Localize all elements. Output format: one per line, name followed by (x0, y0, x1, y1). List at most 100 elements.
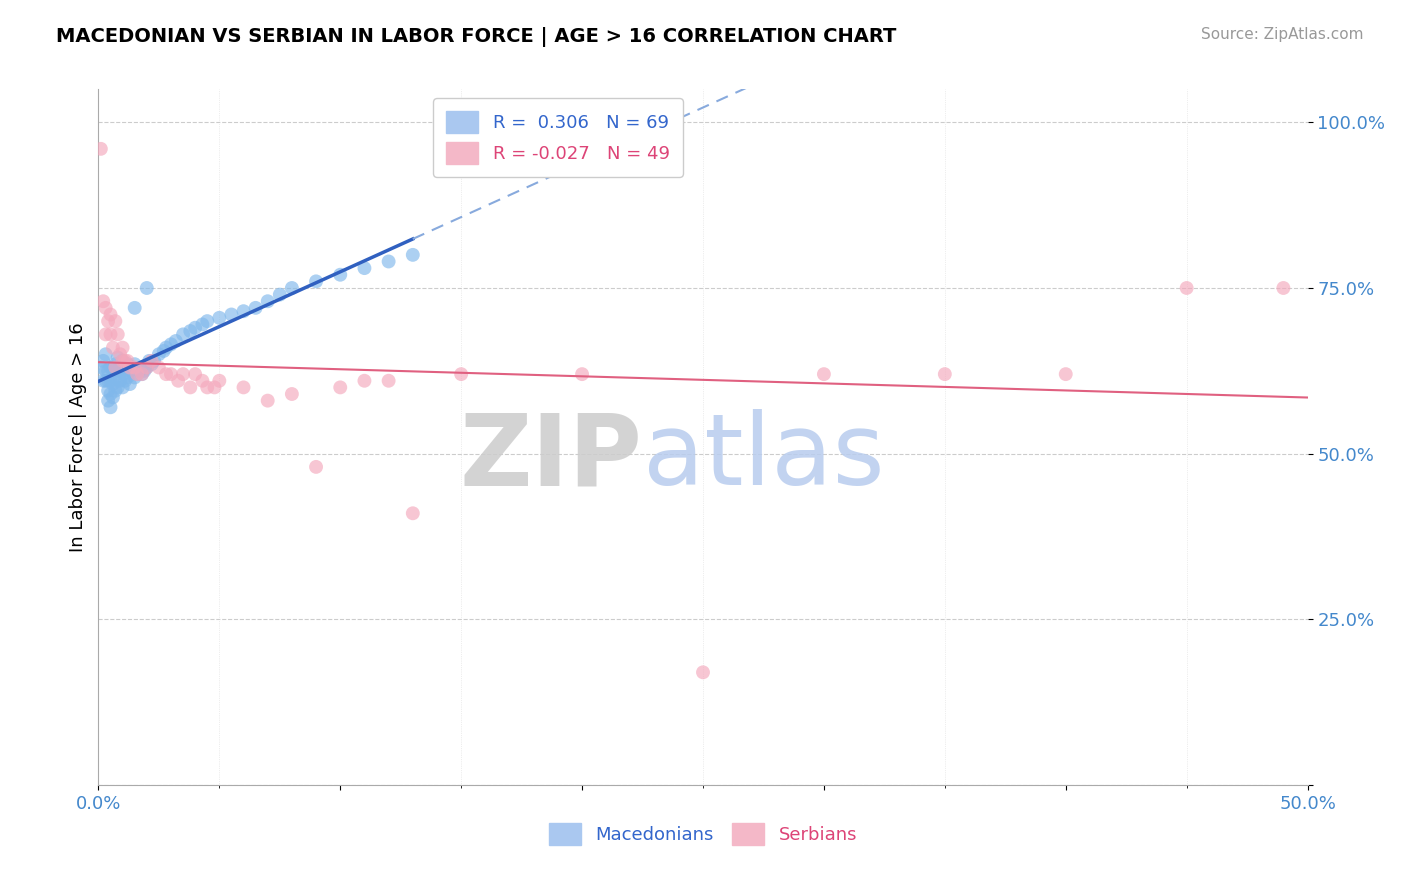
Point (305, 274, 328, 288)
Point (117, 354, 139, 368)
Point (121, 360, 143, 375)
Point (100, 360, 122, 375)
Point (281, 387, 304, 401)
Point (124, 357, 146, 371)
Point (232, 304, 254, 318)
Point (245, 301, 267, 315)
Point (104, 314, 127, 328)
Text: MACEDONIAN VS SERBIAN IN LABOR FORCE | AGE > 16 CORRELATION CHART: MACEDONIAN VS SERBIAN IN LABOR FORCE | A… (56, 27, 897, 46)
Point (813, 367, 835, 381)
Point (184, 367, 207, 381)
Point (269, 287, 291, 301)
Point (97, 314, 120, 328)
Point (108, 360, 131, 375)
Point (329, 268, 352, 282)
Point (135, 360, 157, 375)
Point (571, 367, 593, 381)
Point (114, 360, 136, 375)
Point (94, 327, 117, 342)
Point (377, 254, 399, 268)
Point (91, 294, 114, 309)
Point (94, 301, 117, 315)
Point (114, 354, 136, 368)
Point (377, 374, 399, 388)
Point (134, 364, 156, 378)
Point (111, 380, 134, 394)
Point (124, 360, 146, 375)
Point (195, 380, 218, 394)
Point (1175, 281, 1198, 295)
Point (155, 367, 177, 381)
Point (329, 380, 352, 394)
Point (97, 393, 120, 408)
Point (124, 370, 146, 384)
Point (353, 374, 375, 388)
Point (100, 387, 122, 401)
Point (131, 367, 153, 381)
Point (111, 354, 134, 368)
Y-axis label: In Labor Force | Age > 16: In Labor Force | Age > 16 (69, 322, 87, 552)
Point (305, 459, 328, 474)
Point (172, 367, 194, 381)
Point (101, 364, 124, 378)
Text: ZIP: ZIP (460, 409, 643, 507)
Point (117, 357, 139, 371)
Point (104, 384, 127, 398)
Point (204, 380, 226, 394)
Point (101, 341, 124, 355)
Point (128, 364, 150, 378)
Point (100, 374, 122, 388)
Text: atlas: atlas (643, 409, 884, 507)
Point (208, 310, 231, 325)
Point (104, 357, 127, 371)
Legend: Macedonians, Serbians: Macedonians, Serbians (541, 816, 865, 853)
Point (1054, 367, 1077, 381)
Point (104, 360, 127, 375)
Point (131, 367, 153, 381)
Point (191, 318, 214, 332)
Point (165, 334, 187, 348)
Point (195, 314, 218, 328)
Point (934, 367, 956, 381)
Point (107, 364, 129, 378)
Point (94, 374, 117, 388)
Point (353, 261, 375, 276)
Point (91, 354, 114, 368)
Point (402, 506, 425, 520)
Point (141, 354, 163, 368)
Point (114, 374, 136, 388)
Point (124, 301, 146, 315)
Point (91, 374, 114, 388)
Point (100, 327, 122, 342)
Point (111, 354, 134, 368)
Point (141, 357, 163, 371)
Point (179, 324, 201, 338)
Point (135, 281, 157, 295)
Point (108, 347, 131, 361)
Point (107, 327, 129, 342)
Point (101, 390, 124, 404)
Point (107, 351, 129, 365)
Point (232, 380, 254, 394)
Point (143, 354, 166, 368)
Point (97, 364, 120, 378)
Point (111, 341, 134, 355)
Point (221, 308, 243, 322)
Point (184, 320, 207, 334)
Point (692, 665, 714, 680)
Point (281, 281, 304, 295)
Point (118, 360, 141, 375)
Point (191, 374, 214, 388)
Point (118, 377, 141, 392)
Point (450, 367, 472, 381)
Point (138, 354, 160, 368)
Point (160, 337, 183, 351)
Point (127, 367, 149, 381)
Point (155, 341, 177, 355)
Point (402, 248, 425, 262)
Point (117, 370, 139, 384)
Point (101, 377, 124, 392)
Point (167, 374, 190, 388)
Point (90, 360, 112, 375)
Point (90, 142, 112, 156)
